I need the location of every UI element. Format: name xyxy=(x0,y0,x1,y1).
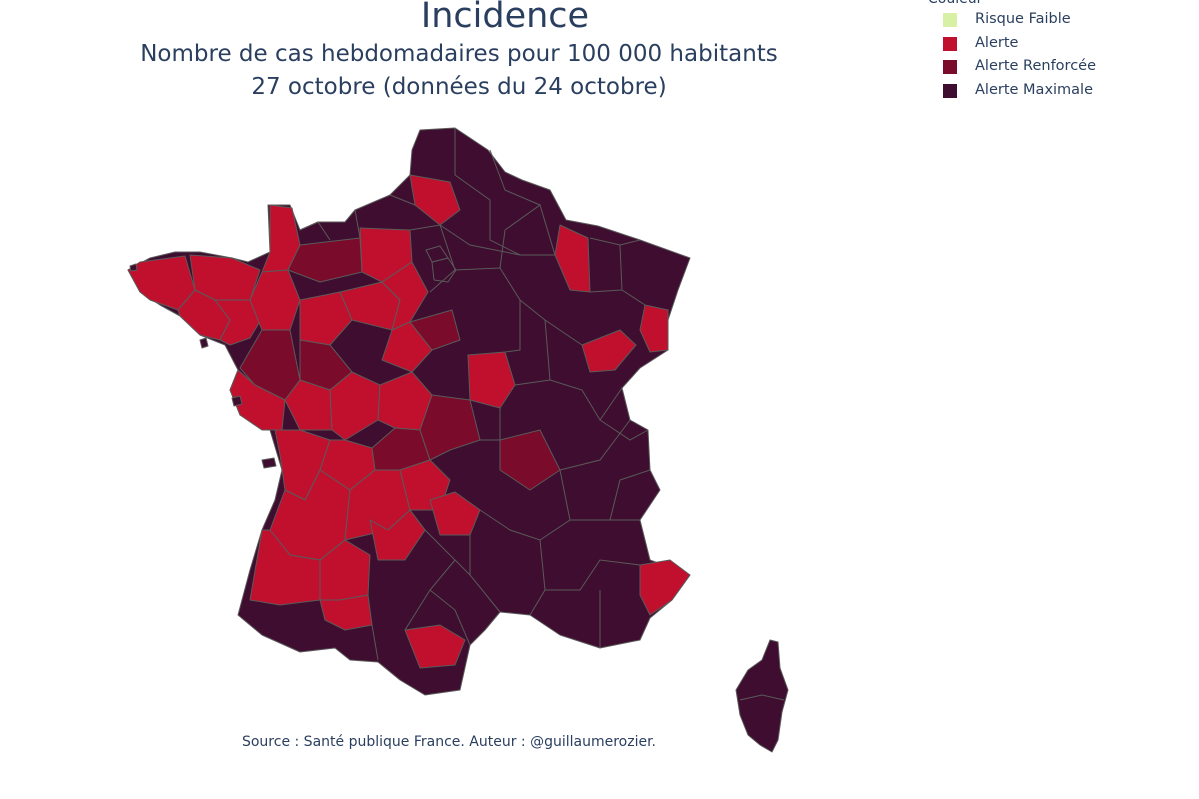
department-border-line xyxy=(489,149,541,206)
department-border-line xyxy=(454,559,471,576)
dept-puy-de-dome xyxy=(499,429,561,491)
dept-finistere xyxy=(127,255,196,311)
department-border-line xyxy=(404,509,456,631)
dept-val-doise xyxy=(425,245,449,263)
legend-label: Alerte xyxy=(975,34,1019,51)
department-border-line xyxy=(371,624,379,661)
map-title: Incidence xyxy=(420,0,590,36)
map-subtitle: Nombre de cas hebdomadaires pour 100 000… xyxy=(140,41,778,67)
legend-title: Couleur xyxy=(928,0,1148,8)
corsica-department-border xyxy=(739,694,785,701)
dept-cantal xyxy=(429,491,481,536)
dept-calvados-orne xyxy=(287,237,363,283)
department-border-line xyxy=(429,589,471,646)
dept-aude xyxy=(404,624,466,669)
department-border-line xyxy=(504,300,521,353)
department-border-line xyxy=(389,194,416,206)
legend-swatch xyxy=(943,83,957,98)
island-re xyxy=(261,457,277,469)
legend: Couleur Risque Faible Alerte Alerte Renf… xyxy=(928,0,1148,102)
department-border-line xyxy=(409,224,521,256)
department-border-line xyxy=(499,204,556,269)
dept-vendee xyxy=(229,369,286,431)
legend-item-alerte-renforcee[interactable]: Alerte Renforcée xyxy=(928,55,1148,79)
department-border-line xyxy=(545,559,641,591)
legend-item-alerte[interactable]: Alerte xyxy=(928,32,1148,56)
dept-doubs-jura xyxy=(581,329,637,373)
map-date: 27 octobre (données du 24 octobre) xyxy=(251,74,667,100)
island-ouessant xyxy=(129,263,138,272)
legend-item-risque-faible[interactable]: Risque Faible xyxy=(928,8,1148,32)
department-border-line xyxy=(514,379,551,386)
department-border-line xyxy=(609,469,651,521)
dept-alpes-maritimes xyxy=(639,559,691,616)
legend-swatch xyxy=(943,60,957,74)
dept-marne-haute xyxy=(554,224,591,293)
dept-cher xyxy=(419,394,481,461)
island-belle-ile xyxy=(199,337,209,349)
department-border-line xyxy=(354,209,361,239)
departments-layer xyxy=(127,127,789,753)
source-note: Source : Santé publique France. Auteur :… xyxy=(241,734,656,750)
legend-label: Risque Faible xyxy=(975,11,1071,27)
island-noirmoutier xyxy=(231,395,243,407)
dept-nievre xyxy=(467,351,516,409)
dept-haut-rhin xyxy=(639,304,669,353)
department-border-line xyxy=(299,221,331,241)
corsica xyxy=(735,639,789,753)
legend-label: Alerte Renforcée xyxy=(975,58,1097,74)
department-border-line xyxy=(589,289,623,293)
legend-swatch xyxy=(943,13,957,27)
department-borders xyxy=(299,128,785,701)
department-border-line xyxy=(454,128,555,256)
dept-yonne xyxy=(409,309,461,351)
legend-label: Alerte Maximale xyxy=(975,81,1094,98)
legend-item-alerte-maximale[interactable]: Alerte Maximale xyxy=(928,79,1148,103)
department-border-line xyxy=(480,408,501,441)
dept-somme xyxy=(409,174,461,226)
department-border-line xyxy=(599,419,649,441)
legend-swatch xyxy=(943,36,957,51)
department-border-line xyxy=(544,319,623,421)
dept-sarthe xyxy=(299,291,353,346)
